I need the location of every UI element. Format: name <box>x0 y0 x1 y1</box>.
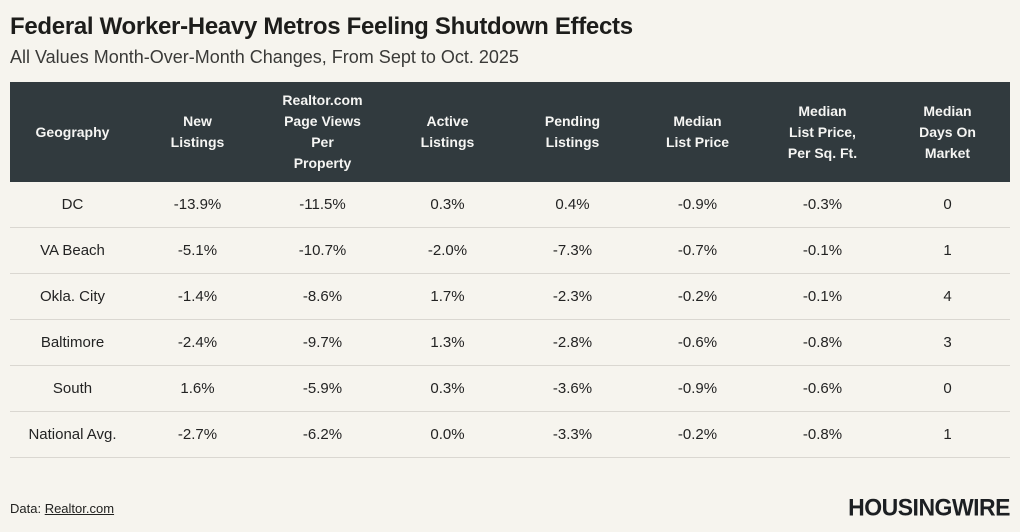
data-cell: 1.7% <box>430 288 465 305</box>
data-cell: 1 <box>943 242 952 259</box>
table-header-row: Geography New Listings Realtor.com Page … <box>10 82 1010 182</box>
row-label: Baltimore <box>40 334 105 351</box>
header-cell-active-listings: Active Listings <box>420 113 475 150</box>
header-cell-new-listings: New Listings <box>170 113 225 150</box>
data-cell: -2.8% <box>552 334 593 351</box>
source-link[interactable]: Realtor.com <box>44 501 115 516</box>
data-cell: -0.7% <box>677 242 718 259</box>
data-cell: 0.0% <box>430 426 465 443</box>
data-cell: 0.4% <box>555 196 590 213</box>
data-cell: -0.1% <box>802 242 843 259</box>
data-cell: -5.9% <box>302 380 343 397</box>
table-row-dc: DC -13.9% -11.5% 0.3% 0.4% -0.9% -0.3% 0 <box>10 182 1010 228</box>
data-cell: -5.1% <box>177 242 218 259</box>
data-cell: 0.3% <box>430 380 465 397</box>
data-cell: -7.3% <box>552 242 593 259</box>
data-cell: -11.5% <box>299 196 346 213</box>
data-source: Data: Realtor.com <box>10 501 114 516</box>
data-cell: -13.9% <box>173 196 222 213</box>
row-label: DC <box>61 196 84 213</box>
data-cell: -0.6% <box>677 334 718 351</box>
data-cell: -0.8% <box>802 426 843 443</box>
metro-data-table: Geography New Listings Realtor.com Page … <box>10 82 1010 458</box>
header-cell-median-price-sqft: Median List Price, Per Sq. Ft. <box>787 102 858 161</box>
housingwire-logo: HOUSINGWIRE <box>848 493 1010 521</box>
data-cell: -0.8% <box>802 334 843 351</box>
data-cell: -0.2% <box>677 288 718 305</box>
data-cell: -0.2% <box>677 426 718 443</box>
data-cell: -2.0% <box>427 242 468 259</box>
footer: Data: Realtor.com HOUSINGWIRE <box>10 493 1010 522</box>
data-cell: -6.2% <box>302 426 343 443</box>
table-row-national-avg: National Avg. -2.7% -6.2% 0.0% -3.3% -0.… <box>10 412 1010 458</box>
data-cell: -2.4% <box>177 334 218 351</box>
data-cell: -9.7% <box>302 334 343 351</box>
header-cell-median-list-price: Median List Price <box>665 113 730 150</box>
row-label: South <box>52 380 93 397</box>
data-cell: -2.3% <box>552 288 593 305</box>
data-cell: -3.3% <box>552 426 593 443</box>
data-cell: 1.6% <box>180 380 215 397</box>
data-cell: -0.3% <box>802 196 843 213</box>
table-row-baltimore: Baltimore -2.4% -9.7% 1.3% -2.8% -0.6% -… <box>10 320 1010 366</box>
page-title: Federal Worker-Heavy Metros Feeling Shut… <box>10 13 633 40</box>
data-cell: 3 <box>943 334 952 351</box>
data-cell: -8.6% <box>302 288 343 305</box>
data-cell: 0 <box>943 380 952 397</box>
data-cell: -0.6% <box>802 380 843 397</box>
data-cell: -0.1% <box>802 288 843 305</box>
header-cell-median-days: Median Days On Market <box>919 102 976 161</box>
row-label: National Avg. <box>28 426 117 443</box>
table-row-south: South 1.6% -5.9% 0.3% -3.6% -0.9% -0.6% … <box>10 366 1010 412</box>
header-cell-pending-listings: Pending Listings <box>544 113 601 150</box>
data-cell: 4 <box>943 288 952 305</box>
header-cell-page-views: Realtor.com Page Views Per Property <box>282 92 363 171</box>
data-cell: 0 <box>943 196 952 213</box>
infographic: Federal Worker-Heavy Metros Feeling Shut… <box>0 13 1020 458</box>
data-cell: 0.3% <box>430 196 465 213</box>
table-row-va-beach: VA Beach -5.1% -10.7% -2.0% -7.3% -0.7% … <box>10 228 1010 274</box>
data-cell: 1.3% <box>430 334 465 351</box>
data-cell: -2.7% <box>177 426 218 443</box>
data-cell: -0.9% <box>677 380 718 397</box>
data-cell: -3.6% <box>552 380 593 397</box>
data-cell: -1.4% <box>177 288 218 305</box>
page-subtitle: All Values Month-Over-Month Changes, Fro… <box>10 47 519 67</box>
data-cell: -10.7% <box>298 242 347 259</box>
row-label: Okla. City <box>39 288 105 305</box>
data-cell: -0.9% <box>677 196 718 213</box>
source-prefix: Data: <box>10 501 45 516</box>
table-row-okla-city: Okla. City -1.4% -8.6% 1.7% -2.3% -0.2% … <box>10 274 1010 320</box>
data-cell: 1 <box>943 426 952 443</box>
row-label: VA Beach <box>40 242 105 259</box>
header-cell-geography: Geography <box>35 123 110 140</box>
